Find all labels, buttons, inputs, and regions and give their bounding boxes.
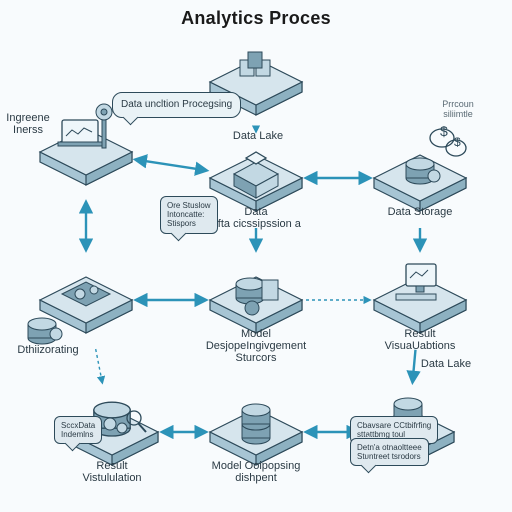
label-proc-bl: Dthiizorating	[17, 344, 78, 356]
node-lake1	[210, 152, 302, 211]
callout-lake1-mini: Ore StuslowIntoncatte:Stispors	[160, 196, 218, 234]
label-result-below: ResultVistululation	[82, 460, 141, 484]
label-model-below: ModelDesjopeIngivgementSturcors	[206, 328, 306, 364]
callout-ingest: Data uncltion Procegsing	[112, 92, 241, 118]
label-ingest-al: IngreeneInerss	[6, 112, 49, 136]
svg-text:$: $	[440, 123, 448, 139]
svg-text:$: $	[454, 135, 461, 149]
node-model2	[210, 404, 302, 465]
edge-viz-lake2	[413, 350, 416, 382]
label-viz-below2: Data Lake	[421, 358, 471, 370]
tag-result: SccxDataIndemlns	[54, 416, 102, 444]
node-proc	[28, 277, 132, 344]
label-model2-below: Model Ooipopsingdishpent	[212, 460, 301, 484]
node-viz	[374, 264, 466, 333]
node-storage: $$	[374, 123, 466, 211]
label-storage-below: Data Storage	[388, 206, 453, 218]
label-viz-below: ResultVisuaUabtions	[385, 328, 456, 352]
tag2-lake2: Detn'a otnaoltteeeStuntreet tsrodors	[350, 438, 429, 466]
label-lake1-below: DataIrfta cicssipssion a	[211, 206, 301, 230]
label-lake1-above: Data Lake	[233, 130, 283, 142]
edge-proc-result	[96, 349, 103, 383]
node-model	[210, 277, 302, 333]
label-storage-ar: Prrcounsiliimtle	[442, 100, 474, 120]
edge-ingest-lake1	[135, 160, 206, 171]
